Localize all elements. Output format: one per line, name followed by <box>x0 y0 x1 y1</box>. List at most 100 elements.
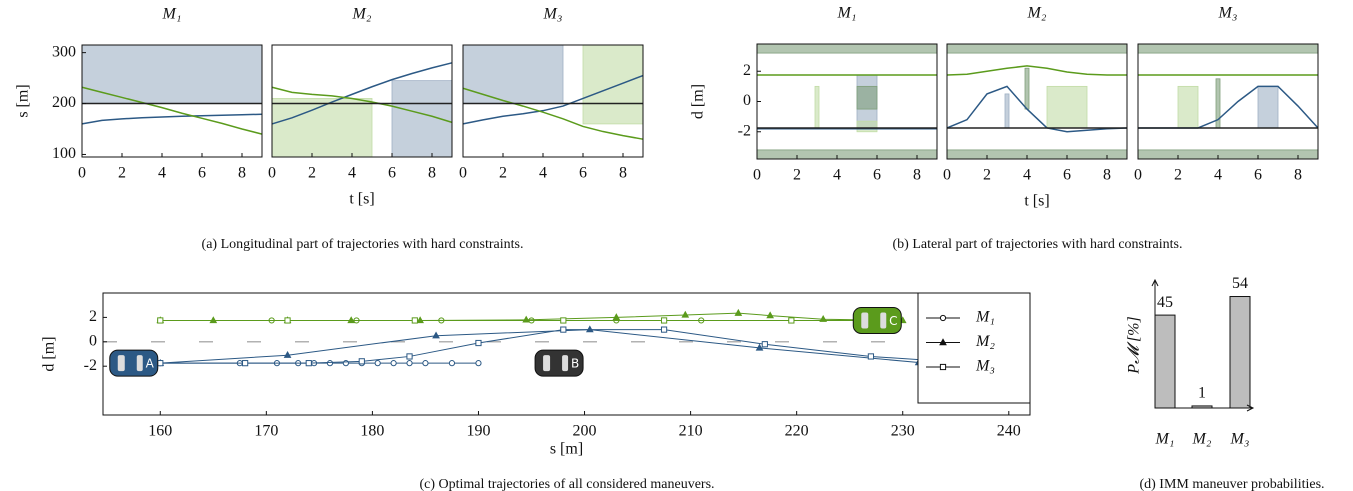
x-tick-label: 0 <box>78 165 86 182</box>
value-label: 1 <box>1198 385 1206 402</box>
y-axis-label: d [m] <box>690 84 707 119</box>
marker <box>476 340 481 345</box>
x-tick-label: 0 <box>459 165 467 182</box>
constraint-region <box>1025 68 1029 109</box>
marker <box>868 354 873 359</box>
marker <box>661 327 666 332</box>
caption: (c) Optimal trajectories of all consider… <box>419 477 714 491</box>
marker <box>762 342 767 347</box>
x-tick-label: 2 <box>1174 167 1182 184</box>
constraint-region <box>1138 150 1318 159</box>
bar <box>1155 315 1175 408</box>
figure: 0 2 4 6 8 100 200 300 M₁ 0 2 4 6 8 M₂ 0 2 4 6 8 M₃ t [s] s [m]… <box>0 0 1353 491</box>
legend-box <box>918 293 1030 403</box>
x-tick-label: 8 <box>913 167 921 184</box>
marker <box>412 318 417 323</box>
legend-label: M₂ <box>975 333 995 350</box>
marker <box>407 361 412 366</box>
x-tick-label: 4 <box>833 167 841 184</box>
constraint-region <box>272 98 372 157</box>
marker <box>407 354 412 359</box>
marker <box>391 361 396 366</box>
x-tick-label: 2 <box>793 167 801 184</box>
constraint-region <box>857 121 877 132</box>
y-tick-label: 0 <box>743 92 751 109</box>
y-tick-label: 200 <box>52 94 76 111</box>
bar <box>1230 297 1250 408</box>
x-tick-label: 6 <box>579 165 587 182</box>
vehicle-window <box>543 355 550 371</box>
x-tick-label: 2 <box>983 167 991 184</box>
vehicle-window <box>137 355 143 371</box>
marker <box>940 364 945 369</box>
x-tick-label: M₃ <box>1230 431 1250 448</box>
x-tick-label: 190 <box>466 423 490 440</box>
y-tick-label: -2 <box>84 357 97 374</box>
marker <box>306 361 311 366</box>
marker <box>158 318 163 323</box>
marker <box>940 315 945 320</box>
marker <box>423 361 428 366</box>
vehicle-label: C <box>889 314 897 328</box>
marker <box>735 310 741 315</box>
page: {"chart_data": [ {"type": "line", "capti… <box>0 0 1353 491</box>
constraint-region <box>1178 86 1198 128</box>
constraint-region <box>1047 86 1087 128</box>
x-tick-label: 8 <box>1103 167 1111 184</box>
marker <box>561 318 566 323</box>
subplot-title: M₃ <box>543 6 563 23</box>
constraint-region <box>757 44 937 53</box>
x-tick-label: M₁ <box>1155 431 1175 448</box>
caption: (b) Lateral part of trajectories with ha… <box>893 237 1183 252</box>
x-tick-label: 6 <box>198 165 206 182</box>
constraint-region <box>583 45 643 124</box>
trajectory-line <box>1138 86 1318 128</box>
subplot-title: M₂ <box>1027 5 1047 22</box>
x-tick-label: 8 <box>428 165 436 182</box>
x-tick-label: M₂ <box>1192 431 1212 448</box>
x-axis-label: t [s] <box>1024 193 1049 210</box>
marker <box>561 327 566 332</box>
marker <box>375 361 380 366</box>
plot-frame <box>1138 44 1318 159</box>
vehicle-window <box>880 312 886 328</box>
x-tick-label: 6 <box>873 167 881 184</box>
caption: (d) IMM maneuver probabilities. <box>1139 477 1324 491</box>
x-tick-label: 4 <box>1214 167 1222 184</box>
x-axis-label: s [m] <box>550 441 583 458</box>
subplot-title: M₃ <box>1218 5 1238 22</box>
x-tick-label: 8 <box>1294 167 1302 184</box>
y-axis-label: P𝓜 [%] <box>1126 316 1143 374</box>
plot-frame <box>947 44 1127 159</box>
x-tick-label: 220 <box>785 423 809 440</box>
x-tick-label: 8 <box>619 165 627 182</box>
subplot-title: M₁ <box>162 6 182 23</box>
y-tick-label: -2 <box>738 122 751 139</box>
marker <box>661 318 666 323</box>
y-tick-label: 300 <box>52 43 76 60</box>
trajectory-line <box>947 86 1127 131</box>
y-axis-label: s [m] <box>15 84 32 117</box>
marker <box>158 361 163 366</box>
x-tick-label: 4 <box>539 165 547 182</box>
legend-label: M₁ <box>975 309 995 326</box>
plot-frame <box>757 44 937 159</box>
x-tick-label: 170 <box>254 423 278 440</box>
constraint-region <box>947 150 1127 159</box>
constraint-region <box>1005 94 1009 128</box>
constraint-region <box>947 44 1127 53</box>
vehicle-label: B <box>571 357 579 371</box>
y-tick-label: 2 <box>743 62 751 79</box>
marker <box>587 326 593 331</box>
constraint-region <box>757 150 937 159</box>
vehicle-window <box>562 355 568 371</box>
constraint-region <box>392 81 452 157</box>
marker <box>449 361 454 366</box>
y-tick-label: 100 <box>52 145 76 162</box>
value-label: 45 <box>1157 294 1173 311</box>
vehicle-window <box>861 312 868 328</box>
x-tick-label: 2 <box>308 165 316 182</box>
marker <box>1059 360 1065 365</box>
vehicle-window <box>118 355 125 371</box>
constraint-region <box>815 86 819 128</box>
